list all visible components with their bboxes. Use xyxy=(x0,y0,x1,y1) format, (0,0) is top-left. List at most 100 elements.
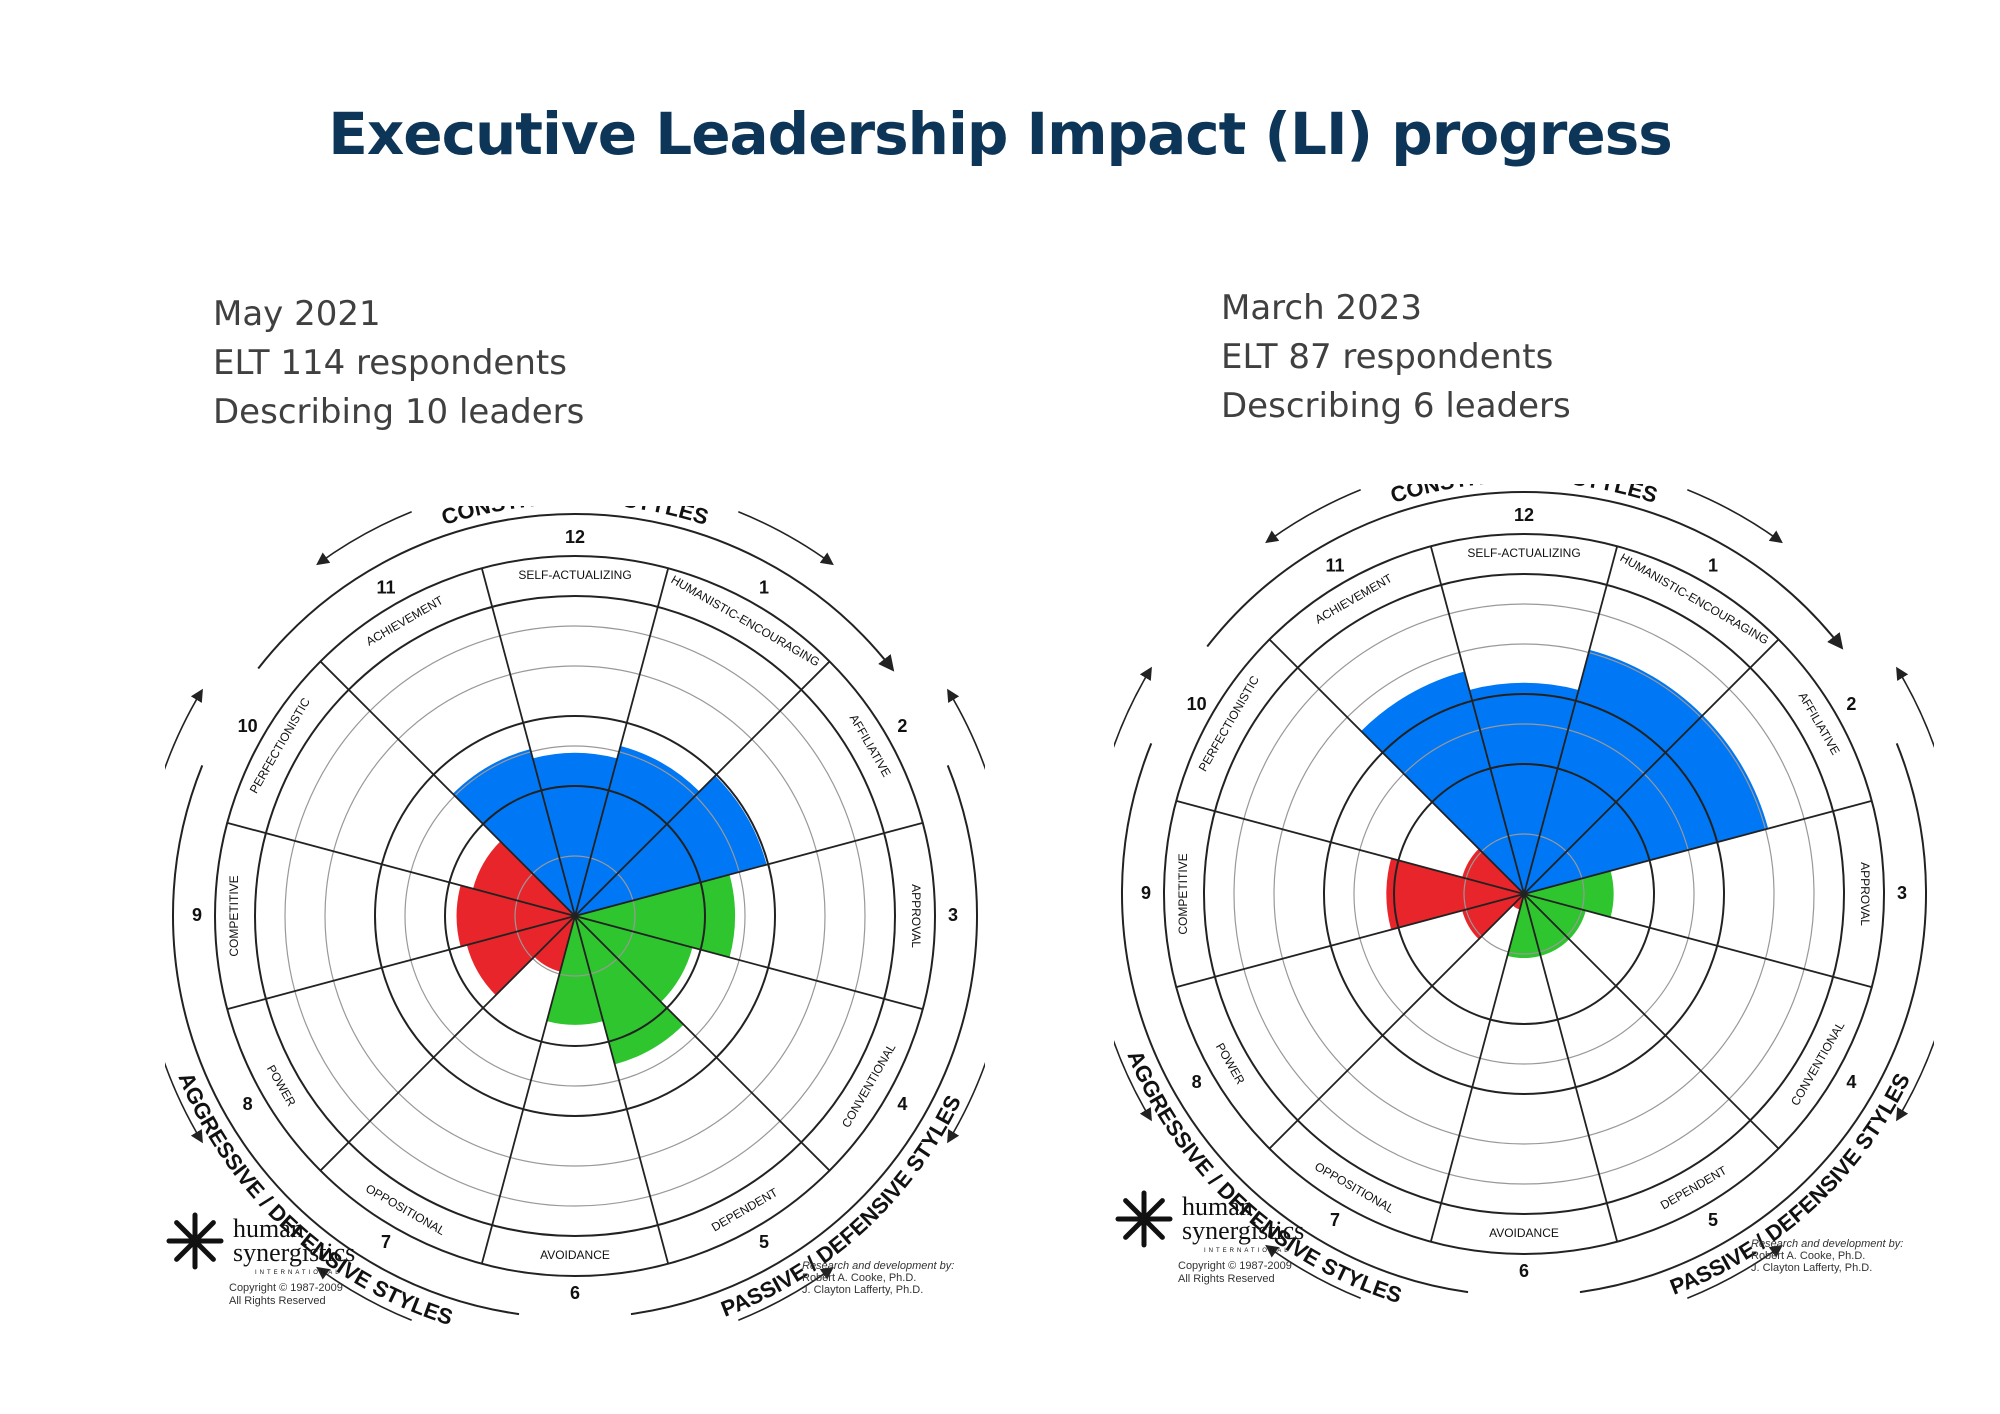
octant-number-8: 8 xyxy=(243,1094,253,1114)
octant-number-12: 12 xyxy=(565,527,585,547)
research-credits: Research and development by:Robert A. Co… xyxy=(802,1260,954,1296)
style-bar-octant-11 xyxy=(452,749,575,916)
octant-divider xyxy=(574,915,670,1264)
style-bars xyxy=(1361,649,1769,958)
logo-text-international: INTERNATIONAL xyxy=(1204,1248,1291,1254)
caption-leaders: Describing 6 leaders xyxy=(1221,386,1571,426)
octant-number-3: 3 xyxy=(1897,883,1907,903)
style-bar-octant-2 xyxy=(1524,715,1769,894)
octant-divider xyxy=(1429,546,1525,895)
octant-number-5: 5 xyxy=(1708,1210,1718,1230)
percentile-ring xyxy=(444,785,706,1047)
security-needs-label-arrow xyxy=(316,1266,412,1321)
percentile-ring xyxy=(1353,723,1695,1065)
caption-march-2023: March 2023 ELT 87 respondents Describing… xyxy=(1221,284,1571,431)
rights-text: All Rights Reserved xyxy=(229,1295,326,1307)
satisfaction-needs-label-arrow xyxy=(1265,489,1361,544)
octant-name-12: SELF-ACTUALIZING xyxy=(1467,546,1580,560)
style-bar-octant-8 xyxy=(1462,894,1524,940)
octant-number-1: 1 xyxy=(759,577,769,597)
octant-divider xyxy=(319,915,576,1172)
octant-number-10: 10 xyxy=(1187,694,1207,714)
people-orientation-label-arrow xyxy=(947,1061,985,1144)
logo-text-synergistics: synergistics xyxy=(233,1238,355,1267)
style-bar-octant-11 xyxy=(1361,671,1524,894)
page-title: Executive Leadership Impact (LI) progres… xyxy=(328,100,1672,168)
task-orientation-label-arrow xyxy=(165,688,203,771)
people-orientation-label-arrow xyxy=(1896,1039,1934,1122)
octant-divider xyxy=(1268,638,1525,895)
passive-arc xyxy=(630,765,978,1316)
caption-leaders: Describing 10 leaders xyxy=(213,392,585,432)
percentile-ring xyxy=(1323,693,1725,1095)
style-bar-octant-3 xyxy=(575,874,735,958)
percentile-ring xyxy=(374,715,776,1117)
style-bar-octant-12 xyxy=(532,752,618,916)
octant-divider xyxy=(1176,893,1525,989)
octant-number-5: 5 xyxy=(759,1232,769,1252)
octant-name-3: APPROVAL xyxy=(909,884,923,948)
constructive-arc xyxy=(1206,491,1844,650)
octant-name-6: AVOIDANCE xyxy=(1489,1226,1559,1240)
percentile-ring xyxy=(1233,603,1815,1185)
percentile-ring xyxy=(324,665,826,1167)
percentile-ring xyxy=(284,625,866,1207)
octant-number-4: 4 xyxy=(1846,1072,1856,1092)
constructive-arc xyxy=(257,513,895,672)
octant-name-9: COMPETITIVE xyxy=(1176,853,1190,934)
octant-name-3: APPROVAL xyxy=(1858,862,1872,926)
octant-name-6: AVOIDANCE xyxy=(540,1248,610,1262)
research-credits: Research and development by:Robert A. Co… xyxy=(1751,1238,1903,1274)
caption-may-2021: May 2021 ELT 114 respondents Describing … xyxy=(213,290,584,437)
octant-number-9: 9 xyxy=(1141,883,1151,903)
style-bar-octant-10 xyxy=(472,841,575,916)
circumplex-may-2021: HUMANISTIC-ENCOURAGINGAFFILIATIVEAPPROVA… xyxy=(165,506,985,1326)
octant-divider xyxy=(574,915,831,1172)
security-needs-label-arrow xyxy=(1265,1244,1361,1299)
security-needs-label-arrow xyxy=(1687,1244,1783,1299)
passive-arc xyxy=(1579,743,1927,1294)
logo-text-international: INTERNATIONAL xyxy=(255,1270,342,1276)
octant-name-12: SELF-ACTUALIZING xyxy=(518,568,631,582)
people-orientation-label-arrow xyxy=(947,688,985,771)
inner-boundary xyxy=(254,595,896,1237)
logo-star-ray xyxy=(174,1220,198,1244)
security-needs-label-arrow xyxy=(738,1266,834,1321)
octant-divider xyxy=(1523,638,1780,895)
style-bar-octant-8 xyxy=(466,916,575,996)
research-credit-line: J. Clayton Lafferty, Ph.D. xyxy=(1751,1262,1872,1274)
style-bar-octant-3 xyxy=(1524,870,1614,918)
style-bar-octant-7 xyxy=(534,916,575,972)
research-credit-line: Research and development by: xyxy=(802,1260,954,1272)
octant-number-2: 2 xyxy=(897,716,907,736)
logo-text-synergistics: synergistics xyxy=(1182,1216,1304,1245)
octant-number-8: 8 xyxy=(1192,1072,1202,1092)
satisfaction-needs-label-arrow xyxy=(316,511,412,566)
style-bar-octant-6 xyxy=(546,916,604,1025)
style-bar-octant-12 xyxy=(1469,682,1579,894)
circumplex-march-2023: HUMANISTIC-ENCOURAGINGAFFILIATIVEAPPROVA… xyxy=(1114,484,1934,1304)
octant-number-7: 7 xyxy=(1330,1210,1340,1230)
caption-date: March 2023 xyxy=(1221,288,1422,328)
octant-divider xyxy=(1523,893,1872,989)
octant-divider xyxy=(480,568,576,917)
logo-star-ray xyxy=(1141,1198,1165,1222)
octant-divider xyxy=(1429,893,1525,1242)
logo-star-ray xyxy=(192,1220,216,1244)
style-bar-octant-2 xyxy=(575,775,767,916)
task-orientation-label-arrow xyxy=(1114,666,1152,749)
style-bar-octant-1 xyxy=(1524,649,1703,894)
octant-divider xyxy=(1523,799,1872,895)
caption-respondents: ELT 87 respondents xyxy=(1221,337,1554,377)
research-credit-line: Robert A. Cooke, Ph.D. xyxy=(1751,1250,1865,1262)
style-bar-octant-10 xyxy=(1462,848,1524,894)
label-ring xyxy=(1163,533,1885,1255)
octant-divider xyxy=(574,821,923,917)
octant-divider xyxy=(1523,893,1619,1242)
caption-date: May 2021 xyxy=(213,294,381,334)
percentile-ring xyxy=(1393,763,1655,1025)
logo-star-ray xyxy=(174,1238,198,1262)
octant-divider xyxy=(1268,893,1525,1150)
